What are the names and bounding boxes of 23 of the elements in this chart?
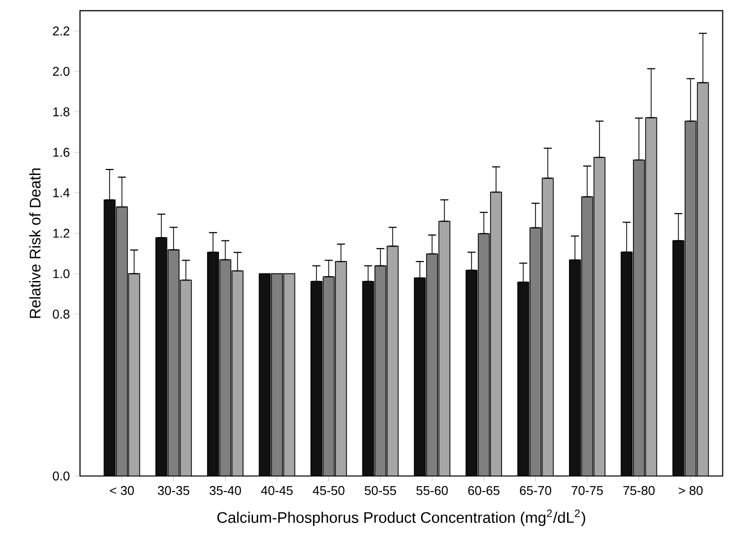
- x-tick-label: < 30: [110, 486, 134, 496]
- x-tick-label: 70-75: [572, 486, 603, 496]
- y-tick-label: 0.0: [52, 472, 70, 480]
- x-tick-label: 65-70: [520, 486, 552, 496]
- y-tick-label: 1.2: [53, 228, 70, 238]
- x-tick-label: 50-55: [364, 486, 396, 496]
- y-tick-label: 2.0: [52, 66, 70, 76]
- y-tick-label: 1.6: [53, 148, 70, 157]
- y-tick-label: 2.2: [52, 26, 70, 36]
- x-axis-title: Calcium-Phosphorus Product Concentration (mg$^{2}$/dL$^{2}$): [217, 510, 586, 526]
- x-tick-label: > 80: [678, 486, 703, 496]
- y-tick-label: 1.8: [53, 107, 70, 116]
- x-tick-label: 45-50: [312, 486, 344, 496]
- x-tick-label: 40-45: [261, 486, 293, 496]
- y-tick-label: 0.8: [52, 310, 70, 319]
- x-tick-label: 75-80: [623, 486, 655, 496]
- x-tick-label: 30-35: [158, 486, 190, 496]
- y-tick-label: 1.0: [53, 269, 70, 278]
- y-axis-title: Relative Risk of Death: [29, 168, 41, 318]
- x-tick-label: 55-60: [416, 486, 448, 496]
- x-tick-label: 60-65: [468, 486, 500, 496]
- x-tick-label: 35-40: [210, 486, 241, 496]
- y-tick-label: 1.4: [53, 188, 70, 198]
